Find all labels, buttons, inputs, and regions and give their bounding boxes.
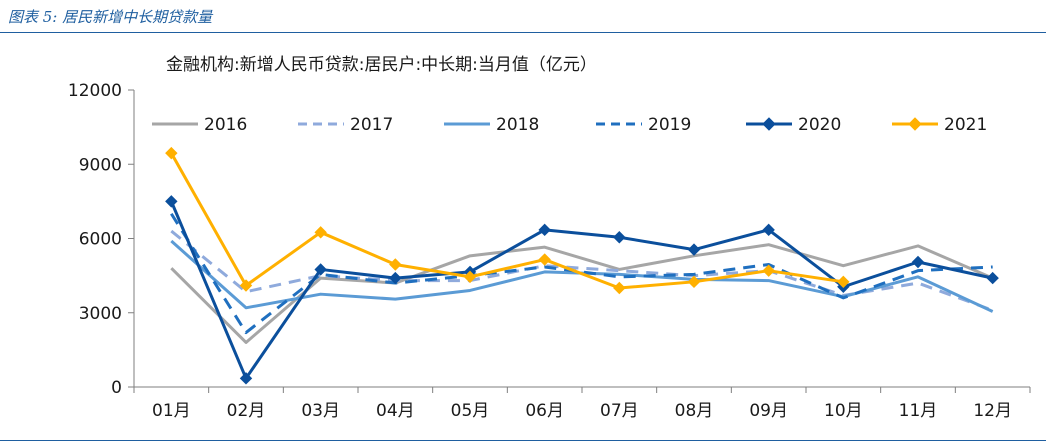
data-point-2020 bbox=[239, 372, 253, 385]
figure-header: 图表 5: 居民新增中长期贷款量 bbox=[0, 0, 1046, 33]
x-tick-label: 10月 bbox=[824, 401, 863, 421]
x-tick-label: 08月 bbox=[675, 401, 714, 421]
x-tick-label: 05月 bbox=[451, 401, 490, 421]
figure-bottom-rule bbox=[0, 440, 1046, 441]
data-point-2020 bbox=[538, 223, 551, 237]
y-tick-label: 0 bbox=[111, 378, 122, 398]
legend: 2016 2017 2018 2019 2020 2021 bbox=[152, 115, 987, 135]
data-point-2021 bbox=[463, 270, 477, 284]
x-tick-label: 11月 bbox=[899, 401, 938, 421]
series-line-2019 bbox=[170, 212, 993, 335]
x-tick-label: 03月 bbox=[301, 401, 340, 421]
data-point-2020 bbox=[314, 263, 327, 276]
data-point-2020 bbox=[613, 231, 626, 244]
data-point-2020 bbox=[165, 195, 178, 208]
data-point-2020 bbox=[389, 271, 402, 285]
y-tick-label: 9000 bbox=[79, 155, 122, 175]
legend-item-2018: 2018 bbox=[444, 115, 539, 135]
y-tick-label: 6000 bbox=[79, 230, 122, 250]
x-tick-label: 09月 bbox=[749, 401, 788, 421]
legend-label: 2019 bbox=[648, 115, 691, 135]
data-point-2020 bbox=[986, 271, 999, 285]
legend-label: 2018 bbox=[496, 115, 539, 135]
chart-title: 金融机构:新增人民币贷款:居民户:中长期:当月值（亿元） bbox=[166, 55, 597, 75]
data-point-2020 bbox=[687, 243, 701, 256]
data-point-2021 bbox=[538, 253, 551, 266]
legend-label: 2021 bbox=[944, 115, 987, 135]
legend-label: 2016 bbox=[204, 115, 247, 135]
data-point-2020 bbox=[911, 255, 925, 269]
figure-title: 图表 5: 居民新增中长期贷款量 bbox=[8, 8, 213, 26]
legend-marker bbox=[762, 117, 776, 131]
legend-item-2019: 2019 bbox=[596, 115, 691, 135]
data-point-2021 bbox=[613, 281, 626, 295]
series-2021 bbox=[165, 146, 850, 295]
y-tick-label: 3000 bbox=[79, 304, 122, 324]
x-tick-label: 12月 bbox=[973, 401, 1012, 421]
x-tick-label: 01月 bbox=[152, 401, 191, 421]
y-tick-label: 12000 bbox=[68, 81, 122, 101]
series-line-2021 bbox=[170, 152, 844, 290]
data-point-2021 bbox=[837, 275, 850, 289]
series-2019 bbox=[170, 212, 993, 335]
x-tick-label: 07月 bbox=[600, 401, 639, 421]
x-tick-label: 02月 bbox=[227, 401, 266, 421]
series-line-2020 bbox=[169, 200, 993, 380]
data-point-2021 bbox=[165, 146, 178, 160]
legend-item-2020: 2020 bbox=[746, 115, 841, 135]
legend-marker bbox=[908, 117, 922, 131]
x-tick-label: 06月 bbox=[525, 401, 564, 421]
series-group bbox=[165, 146, 999, 385]
legend-item-2017: 2017 bbox=[298, 115, 393, 135]
data-point-2021 bbox=[687, 275, 701, 289]
x-tick-label: 04月 bbox=[376, 401, 415, 421]
data-point-2020 bbox=[762, 223, 775, 237]
legend-item-2021: 2021 bbox=[892, 115, 987, 135]
data-point-2021 bbox=[389, 258, 402, 271]
data-point-2021 bbox=[239, 279, 253, 292]
data-point-2021 bbox=[762, 264, 775, 277]
legend-item-2016: 2016 bbox=[152, 115, 247, 135]
axes: 0 3000 6000 9000 12000 01月 02月 03月 04月 05月 06月 07月 0… bbox=[68, 81, 1031, 421]
data-point-2021 bbox=[314, 226, 327, 239]
legend-label: 2020 bbox=[798, 115, 841, 135]
legend-label: 2017 bbox=[350, 115, 393, 135]
